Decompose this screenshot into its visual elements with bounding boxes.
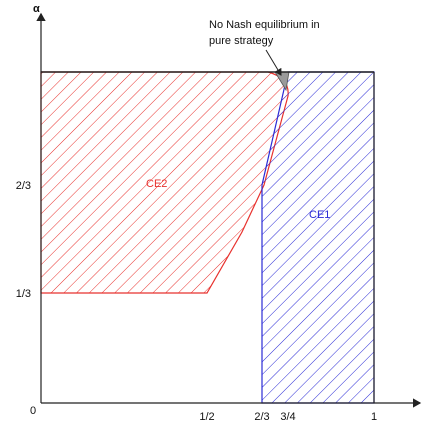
y-tick-label: 1/3: [16, 288, 31, 300]
ce1-label: CE1: [309, 209, 330, 221]
annotation-arrow: [265, 49, 282, 76]
y-tick-label: 2/3: [16, 180, 31, 192]
y-axis-label: α: [33, 3, 40, 15]
ce2-label: CE2: [146, 178, 167, 190]
ce1-region: [261, 71, 375, 404]
x-tick-label: 1/2: [199, 411, 214, 423]
no-nash-annotation-line1: No Nash equilibrium in: [209, 19, 320, 31]
x-tick-label: 2/3: [254, 411, 269, 423]
x-tick-label: 3/4: [280, 411, 295, 423]
no-nash-annotation-line2: pure strategy: [209, 35, 274, 47]
origin-label: 0: [30, 405, 36, 417]
x-tick-label: 1: [371, 411, 377, 423]
